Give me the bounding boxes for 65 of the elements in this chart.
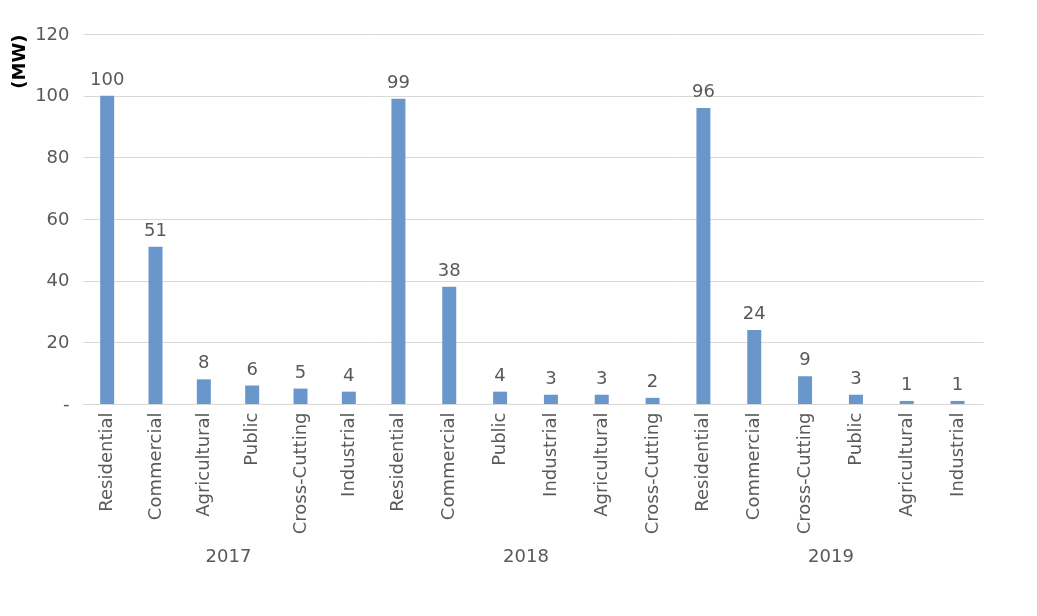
x-tick-label: Industrial (538, 412, 560, 497)
bar (391, 98, 406, 404)
bar (148, 246, 163, 404)
data-label: 38 (437, 258, 461, 280)
data-label: 4 (494, 363, 506, 385)
data-label: 1 (901, 372, 913, 394)
x-tick-label: Industrial (945, 412, 967, 497)
x-tick-label: Agricultural (191, 412, 213, 517)
x-tick-label: Residential (95, 412, 117, 512)
bar (747, 330, 762, 404)
bar (899, 400, 914, 404)
y-tick-label: 100 (35, 84, 70, 106)
bar (950, 400, 965, 404)
data-label: 6 (246, 357, 258, 379)
bar (293, 388, 308, 404)
bar (848, 394, 863, 404)
data-label: 5 (294, 360, 307, 382)
y-tick-label: 20 (46, 330, 70, 352)
data-label: 3 (850, 366, 862, 388)
y-tick-label: 120 (35, 22, 70, 44)
bar (196, 379, 211, 404)
x-tick-label: Commercial (143, 412, 165, 521)
bar (645, 397, 660, 404)
bar (696, 108, 711, 404)
x-tick-label: Public (488, 412, 510, 466)
bar (543, 394, 558, 404)
x-tick-label: Public (843, 412, 865, 466)
data-label: 3 (545, 366, 557, 388)
bar (341, 391, 356, 404)
data-label: 8 (198, 351, 210, 373)
x-tick-label: Agricultural (894, 412, 916, 517)
data-label: 1 (951, 372, 964, 394)
data-label: 24 (742, 302, 766, 323)
x-tick-label: Commercial (742, 412, 764, 521)
y-tick-label: - (63, 392, 70, 414)
x-tick-label: Commercial (437, 412, 459, 521)
data-label: 3 (596, 366, 608, 388)
x-tick-label: Residential (386, 412, 408, 512)
data-label: 2 (646, 369, 659, 391)
x-tick-label: Cross-Cutting (288, 412, 310, 535)
y-tick-label: 80 (46, 145, 70, 167)
x-tick-label: Agricultural (589, 412, 611, 517)
x-tick-label: Cross-Cutting (640, 412, 662, 535)
data-label: 100 (89, 67, 125, 89)
data-label: 99 (386, 70, 410, 92)
data-label: 4 (343, 363, 355, 385)
bar (442, 286, 457, 404)
x-axis-title: 2019 (808, 545, 854, 567)
x-axis-title: 2018 (503, 545, 549, 567)
bar (100, 95, 115, 404)
bar (798, 376, 813, 404)
data-label: 51 (144, 218, 167, 240)
y-axis-title: (MW) (7, 34, 29, 89)
x-axis-title: 2017 (205, 545, 252, 567)
data-label: 9 (799, 348, 811, 370)
x-tick-label: Cross-Cutting (793, 412, 815, 535)
data-label: 96 (691, 80, 715, 101)
y-tick-label: 40 (46, 269, 70, 291)
bar (594, 394, 609, 404)
x-tick-label: Residential (691, 412, 713, 512)
x-tick-label: Public (240, 412, 262, 466)
bar (245, 385, 260, 404)
bar (493, 391, 508, 404)
y-tick-label: 60 (46, 207, 70, 229)
x-tick-label: Industrial (336, 412, 358, 497)
